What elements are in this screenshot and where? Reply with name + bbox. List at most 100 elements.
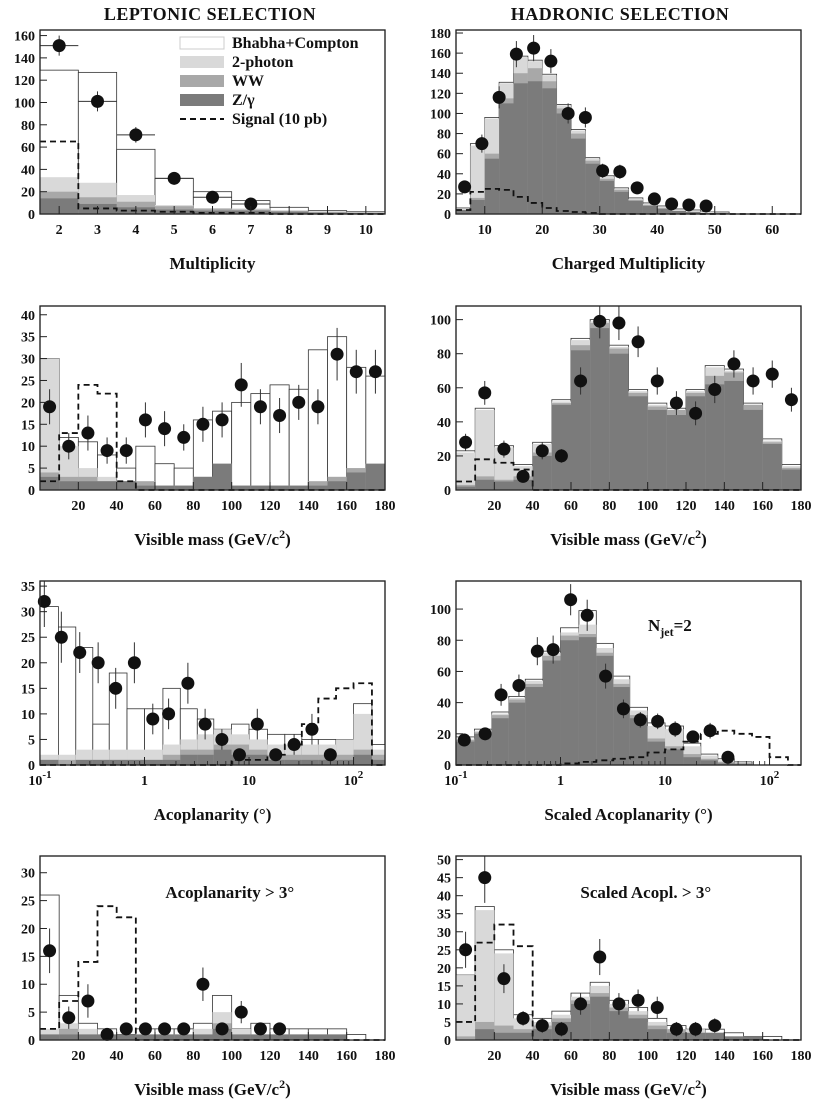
x-tick-label: 102 [344, 769, 364, 789]
x-tick-label: 4 [132, 223, 139, 238]
z-gamma-bar [180, 754, 198, 765]
y-tick-label: 20 [437, 188, 451, 203]
y-tick-label: 20 [437, 450, 451, 465]
two-photon-bar [475, 409, 495, 490]
z-gamma-bar [474, 733, 492, 765]
data-point [561, 106, 575, 120]
z-gamma-bar [353, 754, 372, 765]
data-point [633, 713, 647, 727]
y-tick-label: 5 [28, 733, 35, 748]
y-tick-label: 5 [28, 462, 35, 477]
y-tick-label: 160 [14, 30, 35, 45]
y-tick-label: 20 [21, 186, 35, 201]
data-point [535, 444, 549, 458]
data-point [37, 594, 51, 608]
z-gamma-bar [666, 415, 686, 490]
x-tick-label: 40 [526, 499, 540, 514]
signal-line [456, 729, 801, 766]
x-tick-label: 180 [375, 1049, 396, 1064]
leptonic-visible-mass-chart: 0 5 10 15 20 25 30 35 40 20 40 60 80 100 120 140 160 180 V… [21, 305, 396, 549]
data-point [475, 137, 489, 151]
z-gamma-bar [78, 1034, 98, 1040]
z-gamma-bar [336, 759, 354, 765]
x-tick-label: 6 [209, 223, 216, 238]
hadronic-acopl-cut-visible-mass-chart: 0 5 10 15 20 25 30 35 40 45 50 20 40 60 80 100 120 140 160… [437, 854, 812, 1099]
data-point [478, 727, 492, 741]
y-tick-label: 40 [437, 416, 451, 431]
data-point [198, 717, 212, 731]
z-gamma-bar [456, 209, 471, 214]
y-tick-label: 0 [28, 484, 35, 499]
y-tick-label: 40 [21, 309, 35, 324]
data-point [599, 669, 613, 683]
data-point [127, 656, 141, 670]
data-point [478, 871, 492, 885]
legend-label: 2-photon [232, 54, 293, 71]
z-gamma-bar [724, 380, 744, 490]
z-gamma-bar [456, 486, 476, 490]
z-gamma-bar [475, 1029, 495, 1040]
x-tick-label: 10 [242, 774, 256, 789]
two-photon-bar [456, 975, 476, 1040]
z-gamma-bar [609, 1011, 629, 1040]
y-tick-label: 30 [21, 353, 35, 368]
z-gamma-bar [590, 328, 610, 490]
plot-border [455, 855, 802, 1041]
x-axis-label: Acoplanarity (°) [154, 805, 272, 824]
x-tick-label: 9 [324, 223, 331, 238]
z-gamma-bar [609, 353, 629, 490]
data-point [244, 197, 258, 211]
signal-line [40, 140, 385, 215]
y-tick-label: 25 [21, 374, 35, 389]
z-gamma-bar [642, 205, 658, 214]
z-gamma-bar [250, 485, 270, 490]
z-gamma-bar [289, 1034, 309, 1040]
data-point [292, 395, 306, 409]
data-point [323, 748, 337, 762]
z-gamma-bar [127, 759, 145, 765]
z-gamma-bar [135, 1034, 155, 1040]
data-point [612, 316, 626, 330]
z-gamma-bar [116, 1034, 136, 1040]
bhabha-compton-bar [39, 606, 59, 766]
data-point [196, 977, 210, 991]
plot-border [455, 580, 802, 766]
data-point [181, 676, 195, 690]
z-gamma-bar [571, 138, 586, 214]
data-point [708, 382, 722, 396]
y-tick-label: 35 [21, 580, 35, 595]
x-tick-label: 140 [714, 499, 735, 514]
z-gamma-bar [665, 749, 684, 765]
signal-line [456, 458, 801, 491]
hadronic-column-title: HADRONIC SELECTION [510, 4, 730, 24]
data-point [703, 724, 717, 738]
z-gamma-bar [346, 472, 366, 490]
data-point [596, 164, 610, 178]
z-gamma-bar [365, 463, 385, 490]
x-axis-label: Visible mass (GeV/c2) [134, 1077, 290, 1099]
z-gamma-bar [97, 481, 117, 490]
x-tick-label: 100 [637, 499, 658, 514]
y-tick-label: 35 [21, 331, 35, 346]
data-point [647, 192, 661, 206]
x-tick-label: 60 [148, 499, 162, 514]
signal-line [456, 187, 801, 215]
data-point [305, 722, 319, 736]
x-tick-label: 60 [564, 1049, 578, 1064]
x-tick-label: 160 [752, 499, 773, 514]
x-tick-label: 20 [487, 499, 501, 514]
data-point [129, 128, 143, 142]
data-point [516, 469, 530, 483]
z-gamma-bar [308, 485, 328, 490]
data-point [162, 707, 176, 721]
x-tick-label: 120 [676, 1049, 697, 1064]
data-point [593, 950, 607, 964]
data-point [158, 1022, 172, 1036]
data-point [554, 1022, 568, 1036]
y-tick-label: 35 [437, 908, 451, 923]
x-axis-label: Charged Multiplicity [552, 254, 706, 273]
z-gamma-bar [628, 200, 643, 214]
z-gamma-bar [193, 1034, 213, 1040]
data-point [669, 396, 683, 410]
x-tick-label: 100 [221, 499, 242, 514]
